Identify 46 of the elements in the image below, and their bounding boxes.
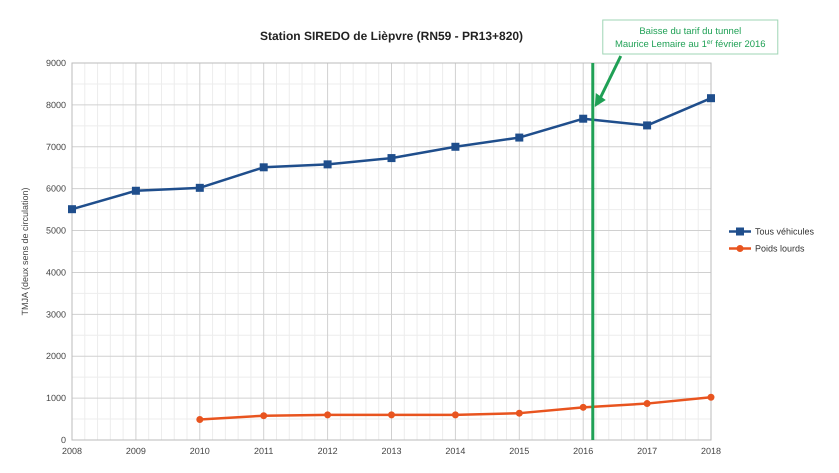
point [708,394,714,401]
chart-title: Station SIREDO de Lièpvre (RN59 - PR13+820) [260,29,524,43]
x-tick-label: 2011 [254,446,274,456]
y-tick-label: 7000 [46,142,66,152]
x-tick-label: 2009 [126,446,146,456]
x-tick-label: 2015 [509,446,530,456]
point [324,160,332,168]
point [260,163,268,172]
point [388,411,395,418]
point [644,400,651,408]
point [580,404,587,411]
y-tick-label: 8000 [46,100,66,110]
point [643,121,652,130]
x-tick-label: 2014 [445,446,466,456]
x-tick-label: 2008 [62,446,82,456]
point [516,410,523,417]
y-tick-label: 5000 [46,226,66,236]
point [324,411,332,418]
point [260,412,268,420]
legend-label: Poids lourds [755,244,806,254]
x-tick-label: 2017 [637,446,658,456]
point [579,114,588,123]
x-tick-label: 2012 [318,446,338,456]
x-tick-label: 2016 [573,446,594,456]
point [515,134,524,142]
y-tick-label: 6000 [46,184,66,194]
legend-label: Tous véhicules [755,226,815,236]
point [707,94,715,102]
y-tick-label: 4000 [46,267,66,278]
y-tick-label: 9000 [46,58,66,68]
y-tick-label: 3000 [46,309,66,320]
y-tick-label: 0 [60,435,66,445]
y-axis-title: TMJA (deux sens de circulation) [20,187,30,316]
point [452,411,459,418]
point [68,205,76,214]
x-tick-label: 2013 [381,446,402,456]
point [196,184,204,192]
x-tick-label: 2018 [700,446,722,456]
ref-line-label: Baisse du tarif du tunnel Maurice Lemaire au 1$^{er}$ février 2016 [614,26,766,50]
point [388,154,396,162]
point [132,186,140,195]
y-tick-label: 2000 [46,351,66,362]
point [451,142,460,151]
point [196,416,204,423]
y-tick-label: 1000 [46,393,66,404]
x-tick-label: 2010 [190,446,210,456]
